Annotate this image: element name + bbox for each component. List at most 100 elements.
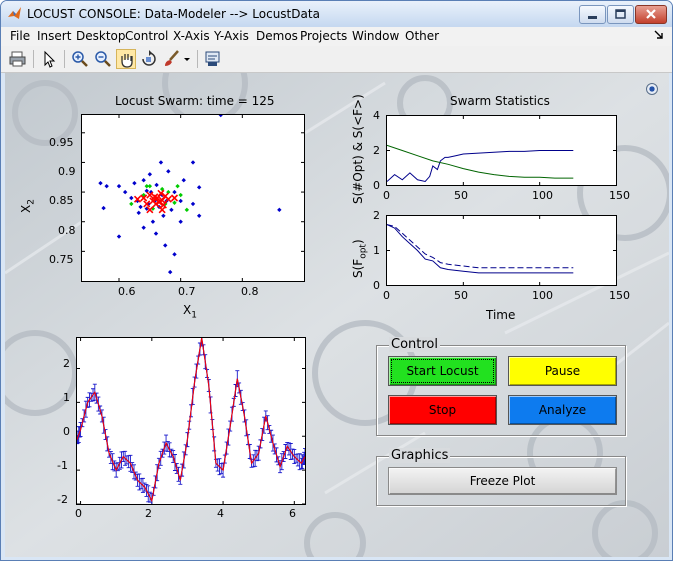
select-button[interactable] bbox=[39, 49, 59, 69]
data-link-button[interactable] bbox=[203, 49, 223, 69]
maximize-button[interactable] bbox=[607, 5, 634, 24]
swarm-y-label-sub: 2 bbox=[26, 199, 37, 205]
stats-bottom-y-label-main: S(F bbox=[351, 258, 365, 278]
y-tick: 0 bbox=[373, 179, 380, 192]
zoom-in-button[interactable] bbox=[70, 49, 90, 69]
swarm-y-label-main: X bbox=[19, 204, 33, 213]
menu-insert[interactable]: Insert bbox=[37, 29, 72, 43]
swarm-y-label: X2 bbox=[19, 199, 36, 213]
brush-button[interactable] bbox=[162, 49, 182, 69]
swarm-x-label-sub: 1 bbox=[191, 310, 197, 321]
swarm-x-label: X1 bbox=[183, 303, 197, 320]
x-tick: 6 bbox=[289, 507, 296, 520]
series-line bbox=[387, 224, 574, 269]
dock-arrow-icon[interactable] bbox=[654, 29, 664, 41]
swarm-point bbox=[169, 207, 174, 213]
x-tick: 0.8 bbox=[241, 285, 259, 298]
menu-projects[interactable]: Projects bbox=[300, 29, 348, 43]
y-tick: 0 bbox=[373, 279, 380, 292]
y-tick: 4 bbox=[373, 109, 380, 122]
model-fit-plot[interactable] bbox=[76, 337, 306, 505]
series-line bbox=[387, 144, 574, 179]
stop-button[interactable]: Stop bbox=[388, 395, 497, 425]
minimize-icon bbox=[588, 16, 597, 19]
swarm-point bbox=[218, 115, 223, 118]
series-line bbox=[387, 150, 574, 183]
freeze-plot-button[interactable]: Freeze Plot bbox=[388, 467, 617, 495]
x-tick: 150 bbox=[609, 189, 630, 202]
window-title: LOCUST CONSOLE: Data-Modeler --> LocustD… bbox=[27, 7, 320, 21]
menu-y-axis[interactable]: Y-Axis bbox=[214, 29, 249, 43]
swarm-scatter-plot[interactable] bbox=[81, 114, 305, 282]
swarm-point bbox=[157, 189, 165, 197]
swarm-point bbox=[141, 225, 146, 230]
swarm-point bbox=[153, 231, 159, 236]
swarm-point bbox=[122, 189, 128, 195]
rotate-button[interactable] bbox=[139, 49, 159, 69]
menu-demos[interactable]: Demos bbox=[256, 29, 298, 43]
stats-top-plot[interactable] bbox=[386, 115, 617, 186]
swarm-point bbox=[116, 183, 122, 189]
y-tick: 2 bbox=[373, 144, 380, 157]
menu-other[interactable]: Other bbox=[405, 29, 440, 43]
y-tick: 0.8 bbox=[58, 224, 76, 237]
pause-button[interactable]: Pause bbox=[508, 356, 617, 386]
swarm-point bbox=[178, 198, 183, 204]
swarm-point bbox=[277, 207, 282, 213]
menu-desktop[interactable]: Desktop bbox=[76, 29, 126, 43]
zoom-in-icon bbox=[72, 51, 88, 67]
error-bar bbox=[303, 448, 305, 466]
y-tick: 2 bbox=[63, 357, 70, 370]
menu-window[interactable]: Window bbox=[352, 29, 400, 43]
y-tick: -2 bbox=[57, 493, 68, 506]
swarm-point bbox=[178, 219, 183, 224]
swarm-point bbox=[154, 182, 159, 188]
menu-file[interactable]: File bbox=[10, 29, 31, 43]
print-button[interactable] bbox=[8, 49, 28, 69]
swarm-point bbox=[146, 191, 154, 199]
toolbar-separator bbox=[33, 50, 34, 68]
series-line bbox=[387, 224, 574, 274]
title-bar[interactable]: LOCUST CONSOLE: Data-Modeler --> LocustD… bbox=[1, 1, 672, 27]
swarm-point bbox=[164, 195, 172, 203]
print-icon bbox=[9, 51, 26, 67]
zoom-out-button[interactable] bbox=[93, 49, 113, 69]
pan-button[interactable] bbox=[116, 49, 136, 69]
swarm-point bbox=[172, 189, 177, 195]
data-link-icon bbox=[205, 51, 220, 66]
swarm-point bbox=[172, 252, 177, 257]
swarm-point bbox=[101, 205, 106, 211]
matlab-logo-icon bbox=[8, 7, 21, 19]
toolbar-separator bbox=[64, 50, 65, 68]
brush-dropdown-button[interactable] bbox=[182, 49, 192, 69]
start-locust-button[interactable]: Start Locust bbox=[388, 356, 497, 386]
swarm-point bbox=[116, 234, 122, 239]
menu-control[interactable]: Control bbox=[125, 29, 169, 43]
brush-icon bbox=[165, 50, 179, 66]
radio-indicator[interactable] bbox=[646, 83, 658, 95]
minimize-button[interactable] bbox=[579, 5, 606, 24]
swarm-point bbox=[147, 172, 153, 177]
x-tick: 2 bbox=[145, 507, 152, 520]
swarm-x-label-main: X bbox=[183, 303, 192, 317]
swarm-point bbox=[170, 194, 179, 202]
swarm-point bbox=[167, 269, 173, 275]
stats-bottom-plot[interactable] bbox=[386, 215, 617, 286]
swarm-point bbox=[181, 178, 186, 183]
x-tick: 0 bbox=[75, 507, 82, 520]
swarm-point bbox=[190, 201, 196, 207]
zoom-out-icon bbox=[95, 51, 111, 67]
menu-x-axis[interactable]: X-Axis bbox=[173, 29, 210, 43]
close-button[interactable] bbox=[635, 5, 667, 24]
rotate-icon bbox=[142, 50, 156, 66]
swarm-point bbox=[166, 169, 171, 174]
swarm-point bbox=[147, 183, 153, 189]
graphics-panel: Graphics Freeze Plot bbox=[376, 448, 626, 506]
close-icon bbox=[646, 9, 656, 19]
swarm-point bbox=[144, 183, 149, 189]
maximize-icon bbox=[615, 9, 626, 19]
y-tick: 0 bbox=[63, 425, 70, 438]
toolbar bbox=[1, 46, 672, 73]
analyze-button[interactable]: Analyze bbox=[508, 395, 617, 425]
